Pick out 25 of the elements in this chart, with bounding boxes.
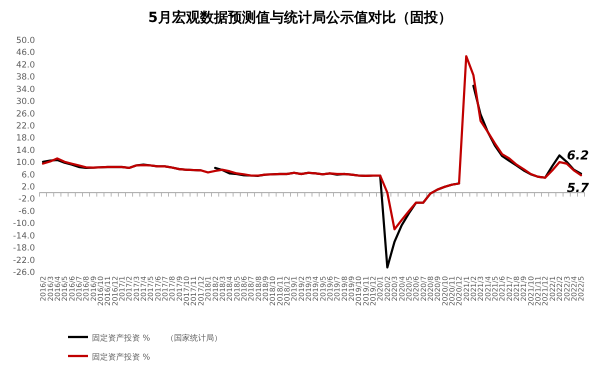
y-tick-label: 46.0 bbox=[16, 48, 35, 58]
legend-label: 固定资产投资 % bbox=[92, 352, 151, 362]
y-tick-label: 30.0 bbox=[16, 97, 35, 108]
y-tick-label: 22.0 bbox=[16, 121, 35, 132]
annotation: 5.7 bbox=[566, 180, 590, 196]
y-tick-label: -14.0 bbox=[13, 231, 35, 242]
y-tick-label: 34.0 bbox=[16, 84, 35, 95]
y-tick-label: -2.0 bbox=[18, 194, 35, 205]
y-tick-label: 18.0 bbox=[16, 134, 35, 144]
y-tick-label: -10.0 bbox=[13, 219, 35, 230]
legend-label: 固定资产投资 % （国家统计局） bbox=[92, 334, 222, 342]
y-tick-label: 26.0 bbox=[16, 109, 35, 120]
y-tick-label: 6.0 bbox=[21, 170, 35, 180]
y-tick-label: 14.0 bbox=[16, 146, 35, 156]
y-tick-label: -26.0 bbox=[13, 268, 35, 278]
annotation: 6.2 bbox=[566, 148, 589, 163]
y-tick-label: 42.0 bbox=[16, 60, 35, 70]
y-tick-label: -22.0 bbox=[13, 256, 35, 266]
y-tick-label: 50.0 bbox=[16, 36, 35, 46]
y-tick-label: -18.0 bbox=[13, 244, 35, 254]
y-tick-label: -6.0 bbox=[18, 206, 35, 217]
chart-title: 5月宏观数据预测值与统计局公示值对比（固投） bbox=[148, 9, 452, 26]
y-tick-label: 38.0 bbox=[16, 72, 35, 83]
y-tick-label: 10.0 bbox=[16, 158, 35, 168]
y-tick-label: 2.0 bbox=[21, 182, 35, 193]
